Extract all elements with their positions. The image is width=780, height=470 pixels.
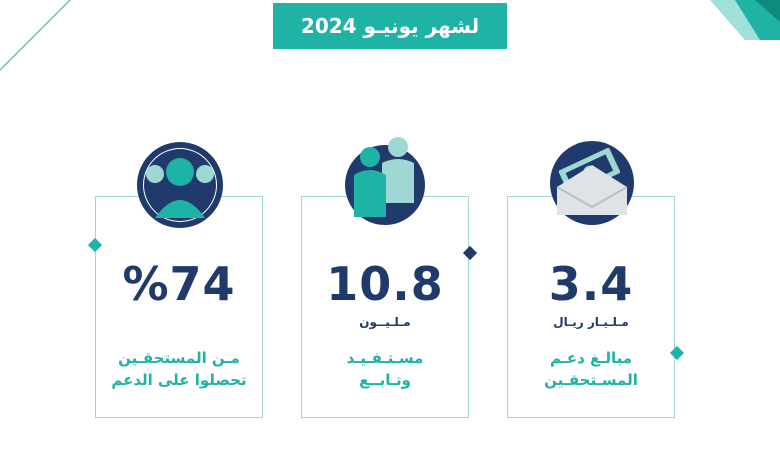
stat-description-line2: المسـتحقـين	[544, 371, 638, 389]
stat-description: مـن المستحقـين تحصلوا على الدعم	[102, 347, 256, 391]
stat-card-amount: 3.4 مـلـيـار ريـال مبالـغ دعـم المسـتحقـ…	[507, 196, 675, 418]
stat-description: مسـتـفـيـد وتـابــع	[308, 347, 462, 391]
person-icon	[137, 142, 223, 228]
stat-unit: مـلـيـار ريـال	[553, 315, 629, 329]
stat-description-line2: تحصلوا على الدعم	[111, 371, 247, 389]
decorative-line	[0, 0, 71, 71]
money-envelope-icon	[550, 141, 634, 225]
stat-unit: مـلـيــون	[359, 315, 411, 329]
people-icon	[345, 137, 425, 225]
stat-description: مبالـغ دعـم المسـتحقـين	[514, 347, 668, 391]
stat-card-beneficiaries: 10.8 مـلـيــون مسـتـفـيـد وتـابــع	[301, 196, 469, 418]
stat-value: 3.4	[548, 257, 634, 311]
stat-description-line2: وتـابــع	[359, 371, 411, 389]
stat-value: %74	[122, 257, 236, 311]
page-title: لشهر يونيـو 2024	[273, 3, 507, 49]
stat-value: 10.8	[326, 257, 444, 311]
stat-description-line1: مـن المستحقـين	[118, 349, 240, 367]
corner-decoration	[710, 0, 780, 40]
stat-description-line1: مسـتـفـيـد	[346, 349, 424, 367]
stat-description-line1: مبالـغ دعـم	[549, 349, 633, 367]
stat-card-percentage: %74 مـن المستحقـين تحصلوا على الدعم	[95, 196, 263, 418]
